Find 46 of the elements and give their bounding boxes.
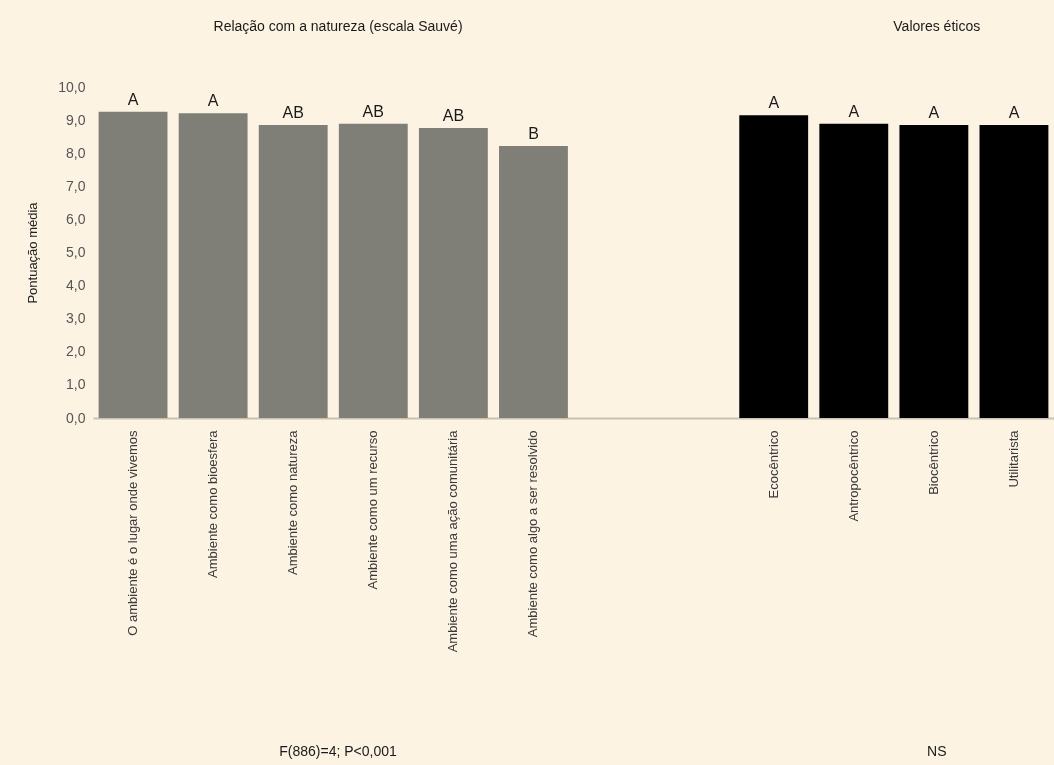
bar [98, 111, 168, 418]
y-tick-label: 8,0 [66, 144, 86, 161]
bar [418, 128, 488, 418]
data-label: A [127, 90, 139, 108]
y-tick-label: 9,0 [66, 111, 86, 128]
y-tick-label: 2,0 [66, 343, 86, 360]
x-tick-label: Biocêntrico [925, 430, 941, 495]
x-tick-label: Ambiente como uma ação comunitária [445, 429, 461, 653]
x-tick-label: O ambiente é o lugar onde vivemos [125, 430, 141, 636]
y-tick-label: 1,0 [66, 376, 86, 393]
x-tick-label: Ambiente como natureza [285, 429, 301, 576]
y-tick-label: 7,0 [66, 177, 86, 194]
x-tick-label: Utilitarista [1005, 429, 1021, 488]
y-tick-label: 4,0 [66, 277, 86, 294]
y-tick-label: 10,0 [58, 78, 86, 95]
text: Relação com a natureza (escala Sauvé) [213, 18, 463, 34]
bar [979, 125, 1049, 418]
text: F(886)=4; P<0,001 [279, 743, 398, 759]
bar [899, 125, 969, 418]
y-axis-title: Pontuação média [25, 201, 41, 304]
data-label: A [848, 102, 860, 120]
data-label: A [928, 104, 940, 122]
bar [739, 115, 809, 418]
x-tick-label: Ambiente como bioesfera [205, 429, 221, 578]
data-label: A [207, 92, 219, 110]
y-tick-label: 0,0 [66, 409, 86, 426]
x-tick-label: Ambiente como um recurso [365, 430, 381, 590]
x-tick-label: Antropocêntrico [845, 430, 861, 522]
y-tick-label: 5,0 [66, 244, 86, 260]
data-label: A [768, 94, 780, 112]
data-label: B [528, 124, 539, 142]
bar [178, 113, 248, 418]
text: NS [927, 743, 947, 759]
bar [258, 125, 328, 418]
x-tick-label: Ecocêntrico [765, 430, 781, 499]
data-label: AB [442, 107, 465, 125]
y-tick-label: 6,0 [66, 210, 86, 227]
bar [819, 123, 889, 418]
data-label: AB [282, 104, 304, 122]
data-label: A [1008, 104, 1020, 122]
data-label: AB [362, 102, 384, 120]
x-tick-label: Ambiente como algo a ser resolvido [525, 430, 541, 638]
bar [499, 145, 568, 418]
text: Valores éticos [893, 18, 981, 34]
y-tick-label: 3,0 [66, 310, 86, 327]
bar [338, 123, 408, 418]
